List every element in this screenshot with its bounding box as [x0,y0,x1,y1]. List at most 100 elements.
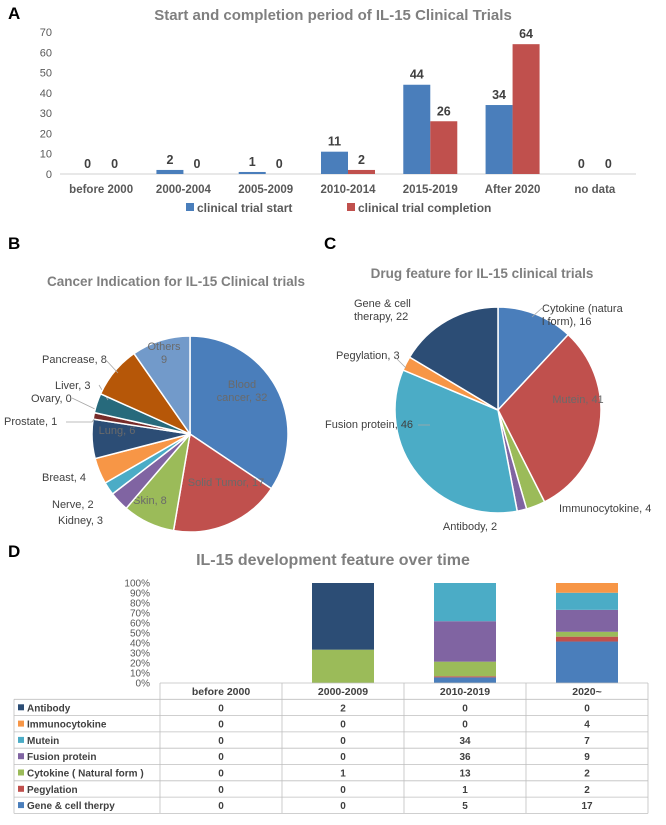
stack-cytokine-natural-form-2020 [556,631,618,637]
panel-a-letter: A [8,4,21,23]
chart-c-label-pegylation: Pegylation, 3 [336,350,400,362]
legend-label-clinical-trial-completion: clinical trial completion [358,201,491,215]
table-cell-immunocytokine-2010-2019: 0 [462,720,468,731]
table-cell-fusion-protein-2010-2019: 36 [459,752,471,763]
table-cell-gene-cell-therpy-before-2000: 0 [218,801,224,812]
chart-a-ytick: 70 [40,27,52,39]
chart-c-slice-gene-cell-therapy [408,306,499,412]
table-header-2000-2009: 2000-2009 [318,686,368,698]
chart-b-slice-others [132,335,191,437]
chart-b-label-solid-tumor: Solid Tumor, 17 [188,477,264,489]
chart-b-label-nerve: Nerve, 2 [52,499,94,511]
chart-b-label-liver: Liver, 3 [55,380,90,392]
bar-label-clinical-trial-completion-2015-2019: 26 [437,104,451,118]
start-completion-bar-chart: Start and completion period of IL-15 Cli… [40,7,636,215]
table-cell-cytokine-natural-form-2000-2009: 1 [340,769,346,780]
table-cell-pegylation-2010-2019: 1 [462,785,468,796]
development-feature-stacked-chart: IL-15 development feature over time 0%10%… [13,552,649,814]
bar-label-clinical-trial-start-2005-2009: 1 [249,155,256,169]
chart-b-slice-solid-tumor [172,432,273,533]
bar-label-clinical-trial-start-before-2000: 0 [84,157,91,171]
table-cell-mutein-2010-2019: 34 [459,736,471,747]
chart-c-title: Drug feature for IL-15 clinical trials [371,266,594,281]
chart-b-label-kidney: Kidney, 3 [58,515,103,527]
table-swatch-pegylation [18,785,24,792]
chart-b-leader-prostate [66,417,96,423]
chart-a-ytick: 0 [46,169,52,181]
table-header-2020: 2020~ [572,686,602,698]
chart-b-leader-pancrease [104,358,119,374]
chart-d-ytick: 0% [136,679,151,690]
table-row-label-cytokine-natural-form: Cytokine ( Natural form ) [27,769,144,780]
table-row-label-gene-cell-therpy: Gene & cell therpy [27,801,115,812]
chart-a-ytick: 20 [40,128,52,140]
table-cell-fusion-protein-2000-2009: 0 [340,752,346,763]
table-cell-pegylation-before-2000: 0 [218,785,224,796]
bar-label-clinical-trial-start-2010-2014: 11 [328,135,341,149]
chart-a-title: Start and completion period of IL-15 Cli… [154,7,512,24]
chart-a-xtick: no data [574,184,615,196]
chart-d-ytick: 80% [130,599,150,610]
chart-b-label-pancrease: Pancrease, 8 [42,354,107,366]
table-cell-fusion-protein-2020: 9 [584,752,590,763]
chart-d-ytick: 30% [130,649,150,660]
legend-label-clinical-trial-start: clinical trial start [197,201,292,215]
table-cell-gene-cell-therpy-2010-2019: 5 [462,801,468,812]
chart-b-label-breast: Breast, 4 [42,472,86,484]
chart-c-label-mutein: Mutein, 41 [552,394,603,406]
chart-a-ytick: 10 [40,149,52,161]
table-cell-antibody-2000-2009: 2 [340,703,346,714]
drug-feature-pie-chart: Drug feature for IL-15 clinical trials Cy… [325,266,651,533]
table-cell-immunocytokine-before-2000: 0 [218,720,224,731]
stack-cytokine-natural-form-2000-2009 [312,649,374,683]
chart-a-ytick: 30 [40,108,52,120]
table-cell-pegylation-2020: 2 [584,785,590,796]
table-cell-gene-cell-therpy-2000-2009: 0 [340,801,346,812]
table-row-label-antibody: Antibody [27,703,71,714]
chart-d-ytick: 20% [130,659,150,670]
bar-label-clinical-trial-start-2000-2004: 2 [166,153,173,167]
bar-label-clinical-trial-completion-2010-2014: 2 [358,153,365,167]
chart-c-leader-pegylation [393,355,407,369]
stack-mutein-2020 [556,592,618,610]
bar-label-clinical-trial-start-no-data: 0 [578,157,585,171]
table-header-before-2000: before 2000 [192,686,251,698]
stack-pegylation-2010-2019 [434,676,496,678]
chart-d-ytick: 10% [130,669,150,680]
panel-c-letter: C [324,234,337,253]
table-cell-gene-cell-therpy-2020: 17 [581,801,593,812]
chart-a-ytick: 40 [40,88,52,100]
bar-label-clinical-trial-completion-2005-2009: 0 [276,157,283,171]
chart-a-ytick: 60 [40,47,52,59]
stack-cytokine-natural-form-2010-2019 [434,661,496,677]
bar-label-clinical-trial-completion-2000-2004: 0 [193,157,200,171]
panel-d: D IL-15 development feature over time 0% 1… [0,540,666,820]
chart-c-label-gene-cell-therapy: Gene & cell therapy, 22 [354,298,411,323]
chart-c-label-fusion-protein: Fusion protein, 46 [325,419,413,431]
table-swatch-cytokine-natural-form [18,769,24,776]
table-swatch-gene-cell-therpy [18,802,24,809]
table-cell-immunocytokine-2000-2009: 0 [340,720,346,731]
stack-immunocytokine-2020 [556,583,618,593]
panel-c: C Drug feature for IL-15 clinical trials… [320,232,666,542]
table-cell-cytokine-natural-form-2010-2019: 13 [459,769,471,780]
panel-d-letter: D [8,542,21,561]
table-cell-antibody-2020: 0 [584,703,590,714]
panel-a: A Start and completion period of IL-15 C… [0,0,666,225]
panel-b: B Cancer Indication for IL-15 Clinical t… [0,232,330,542]
table-cell-mutein-before-2000: 0 [218,736,224,747]
bar-clinical-trial-completion-2010-2014 [348,169,375,174]
chart-a-xtick: After 2020 [485,184,541,196]
bar-clinical-trial-start-after-2020 [485,105,513,174]
table-row-label-pegylation: Pegylation [27,785,78,796]
table-header-2010-2019: 2010-2019 [440,686,490,698]
chart-a-ytick: 50 [40,68,52,80]
table-swatch-antibody [18,704,24,711]
table-cell-fusion-protein-before-2000: 0 [218,752,224,763]
chart-b-leader-ovary [71,397,98,411]
table-cell-pegylation-2000-2009: 0 [340,785,346,796]
table-row-label-mutein: Mutein [27,736,59,747]
chart-a-xtick: 2000-2004 [156,184,212,196]
table-swatch-fusion-protein [18,753,24,760]
bar-clinical-trial-start-2010-2014 [321,151,348,174]
